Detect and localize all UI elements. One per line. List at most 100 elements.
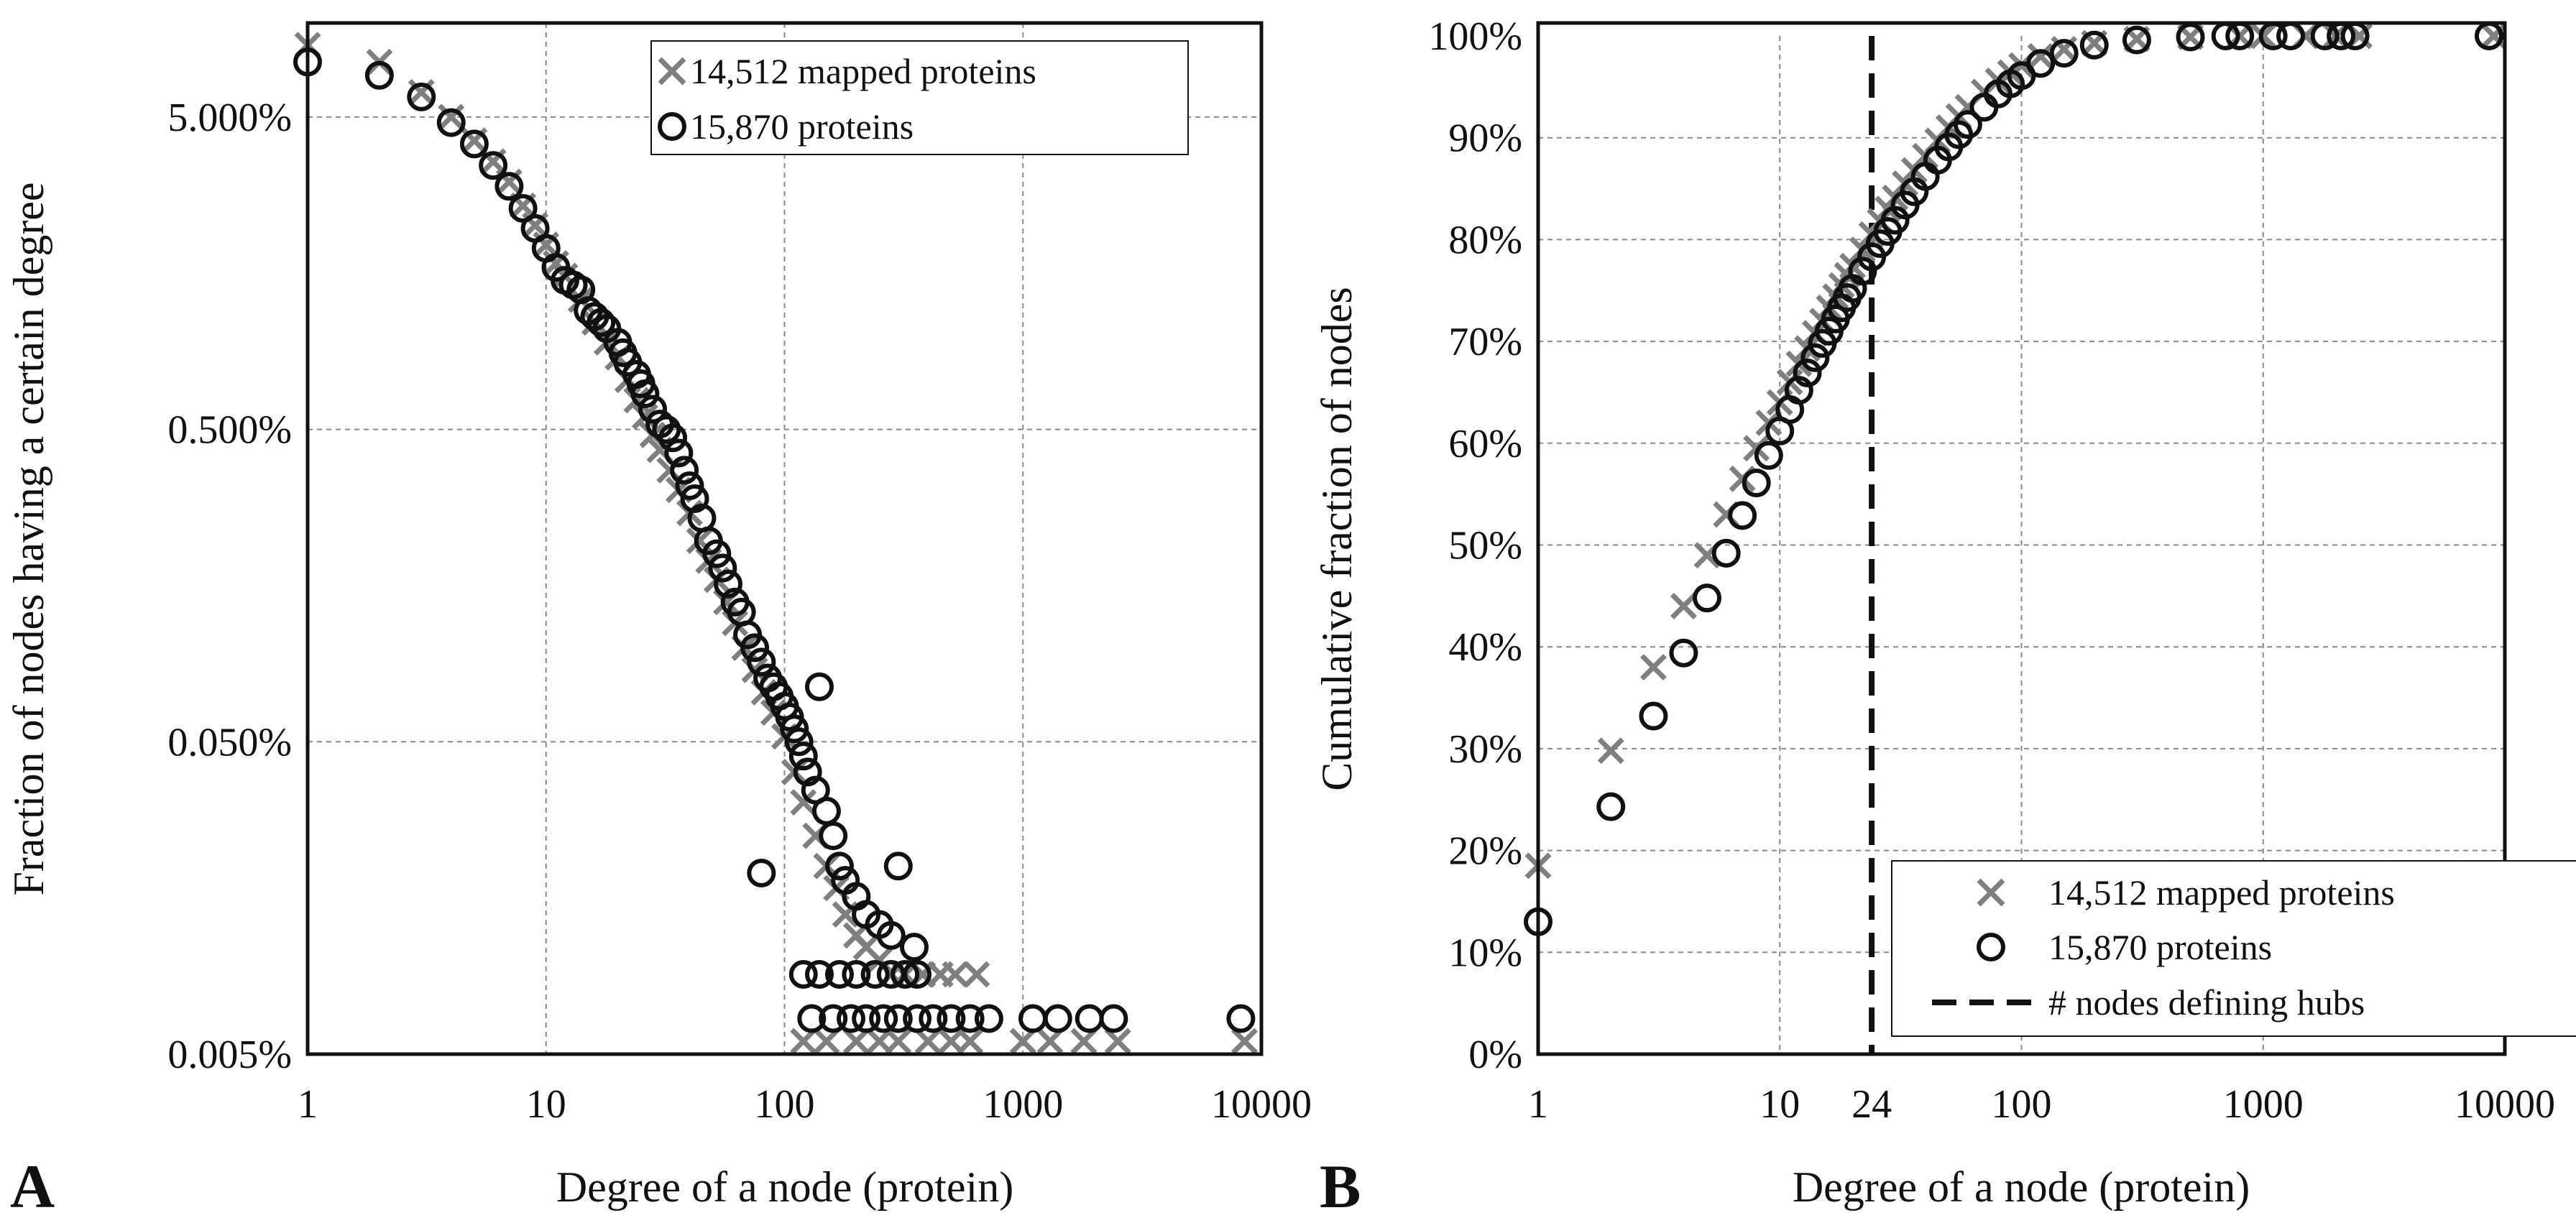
data-point-proteins — [586, 308, 616, 337]
data-point-proteins — [899, 933, 929, 962]
y-tick-label: 90% — [1448, 116, 1522, 161]
data-point-proteins — [2026, 49, 2056, 78]
data-point-proteins — [883, 1004, 913, 1033]
data-point-proteins — [630, 379, 660, 409]
y-tick-label: 80% — [1448, 218, 1522, 262]
x-tick-label: 100 — [755, 1082, 815, 1127]
panel-b-legend-label-hubs: # nodes defining hubs — [2048, 982, 2365, 1023]
data-point-proteins — [883, 852, 913, 881]
data-point-proteins — [2122, 25, 2151, 55]
data-point-proteins — [670, 456, 699, 485]
data-point-proteins — [508, 193, 538, 223]
y-tick-label: 100% — [1428, 14, 1522, 59]
data-point-proteins — [842, 960, 871, 989]
data-point-proteins — [459, 129, 489, 159]
data-point-proteins — [1639, 701, 1668, 731]
y-tick-label: 0.005% — [167, 1033, 292, 1077]
data-point-mapped — [942, 961, 969, 988]
legend-x-glyph — [658, 57, 686, 86]
data-point-proteins — [1711, 538, 1741, 568]
panel-a-legend-label-proteins: 15,870 proteins — [690, 106, 914, 147]
x-tick-label: 1 — [298, 1082, 318, 1127]
y-tick-label: 50% — [1448, 524, 1522, 568]
x-tick-label: 1000 — [2223, 1082, 2304, 1127]
data-point-proteins — [793, 757, 822, 787]
data-point-mapped — [1597, 737, 1624, 765]
data-point-proteins — [919, 1004, 948, 1033]
data-point-proteins — [2049, 39, 2079, 68]
data-point-mapped — [885, 1028, 912, 1055]
data-point-proteins — [804, 672, 834, 701]
y-tick-label: 40% — [1448, 625, 1522, 670]
data-point-proteins — [364, 60, 394, 90]
x-tick-label: 24 — [1852, 1082, 1892, 1127]
data-point-mapped — [1036, 1028, 1064, 1055]
x-tick-label: 10 — [1760, 1082, 1800, 1127]
data-point-proteins — [714, 569, 743, 599]
panel-b-legend-circle-marker — [1977, 933, 2005, 961]
data-point-mapped — [813, 1028, 840, 1055]
data-point-proteins — [1754, 440, 1783, 470]
x-tick-label: 10 — [526, 1082, 566, 1127]
data-point-proteins — [869, 1004, 898, 1033]
data-point-proteins — [784, 727, 814, 757]
y-tick-label: 30% — [1448, 727, 1522, 772]
data-point-proteins — [836, 1004, 865, 1033]
panel-a-y-axis-title: Fraction of nodes having a certain degre… — [5, 183, 52, 896]
panel-b-legend-x-marker — [1977, 878, 2005, 907]
data-point-mapped — [963, 961, 990, 988]
data-point-proteins — [937, 1004, 966, 1033]
data-point-proteins — [1099, 1004, 1128, 1033]
data-point-mapped — [790, 789, 817, 816]
panel-a-legend: 14,512 mapped proteins 15,870 proteins — [650, 40, 1189, 155]
data-point-proteins — [740, 633, 770, 663]
panel-a-legend-x-marker — [658, 57, 686, 86]
data-point-proteins — [638, 394, 668, 424]
data-point-mapped — [957, 1028, 984, 1055]
data-point-mapped — [408, 78, 435, 106]
data-point-proteins — [1728, 501, 1757, 530]
data-point-proteins — [1793, 359, 1822, 388]
data-point-mapped — [1070, 1028, 1098, 1055]
data-point-proteins — [1669, 638, 1698, 668]
x-tick-label: 10000 — [2455, 1082, 2555, 1127]
y-tick-label: 5.000% — [167, 96, 292, 140]
x-tick-label: 10000 — [1211, 1082, 1312, 1127]
data-point-mapped — [1670, 593, 1697, 619]
data-point-proteins — [852, 1004, 881, 1033]
x-tick-label: 100 — [1992, 1082, 2052, 1127]
data-point-proteins — [788, 742, 818, 771]
data-point-proteins — [819, 1004, 848, 1033]
data-point-proteins — [824, 852, 854, 881]
panel-a-legend-box — [650, 40, 1189, 155]
data-point-proteins — [664, 438, 694, 468]
data-point-proteins — [2276, 22, 2306, 50]
data-point-proteins — [1784, 376, 1813, 405]
data-point-proteins — [811, 796, 841, 826]
data-point-proteins — [494, 172, 524, 201]
data-point-mapped — [2027, 42, 2054, 70]
data-point-proteins — [1848, 257, 1877, 286]
data-point-mapped — [1104, 1028, 1131, 1055]
data-point-proteins — [788, 960, 818, 989]
data-point-mapped — [2250, 22, 2277, 50]
data-point-proteins — [1953, 110, 1982, 139]
data-point-proteins — [819, 821, 848, 851]
panel-a-legend-circle-marker — [658, 112, 686, 141]
data-point-proteins — [780, 714, 809, 744]
data-point-mapped — [790, 1028, 817, 1055]
y-tick-label: 10% — [1448, 931, 1522, 975]
data-point-proteins — [708, 553, 737, 583]
data-point-mapped — [1639, 654, 1667, 681]
data-point-proteins — [860, 960, 890, 989]
data-point-proteins — [1075, 1004, 1104, 1033]
data-point-mapped — [1009, 1028, 1036, 1055]
data-point-proteins — [903, 960, 932, 989]
y-tick-label: 0% — [1468, 1033, 1522, 1077]
data-point-proteins — [747, 858, 776, 887]
data-point-proteins — [876, 920, 906, 950]
y-tick-label: 0.500% — [167, 408, 292, 453]
data-point-proteins — [824, 960, 854, 989]
data-point-proteins — [2079, 30, 2109, 60]
panel-b-legend: 14,512 mapped proteins 15,870 proteins #… — [1891, 860, 2576, 1037]
